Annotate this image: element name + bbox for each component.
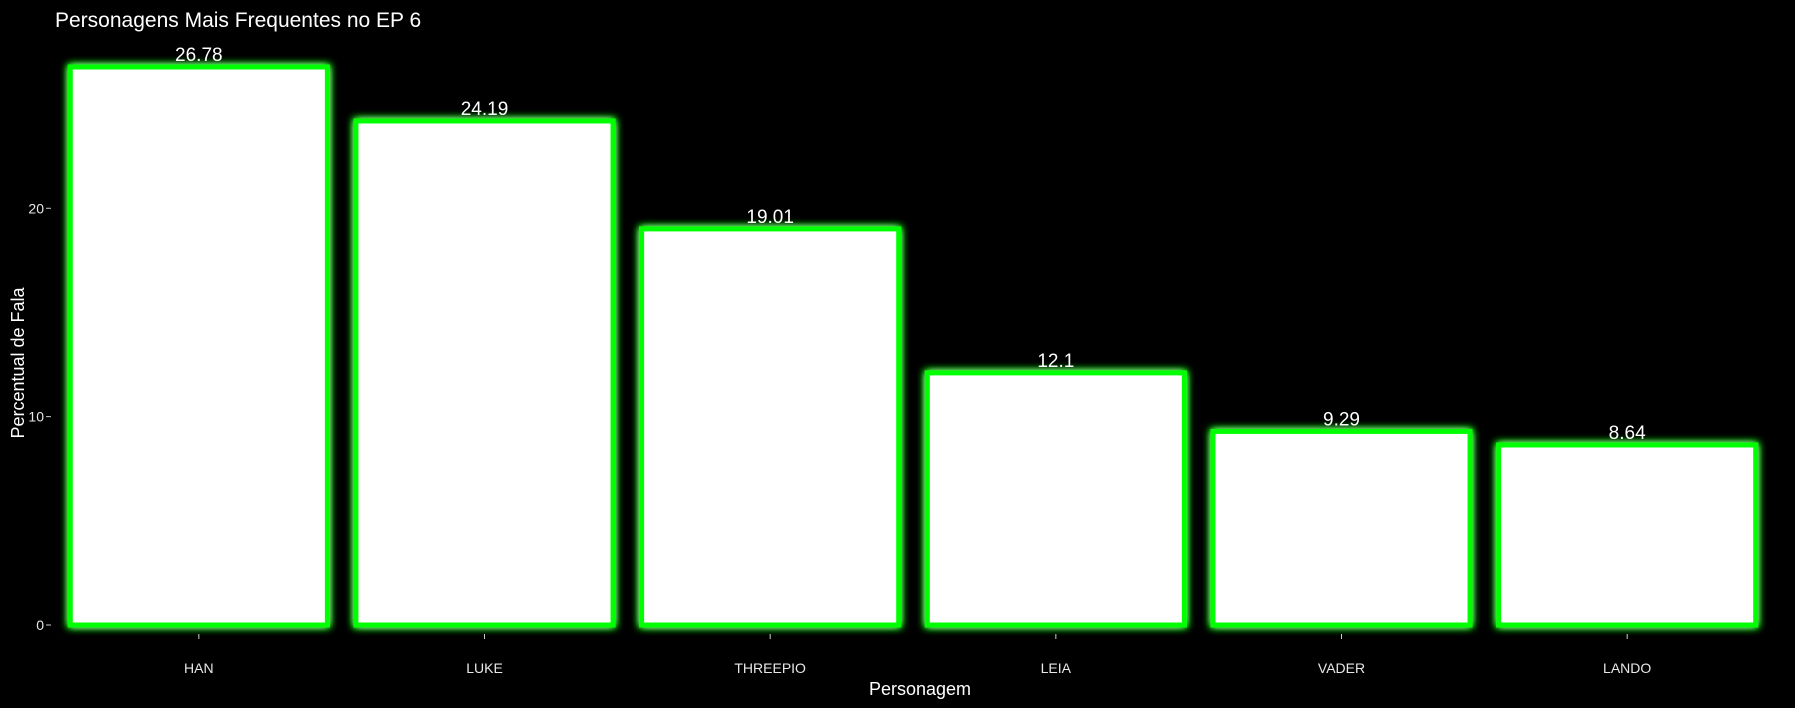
x-tick-label: LANDO: [1603, 660, 1651, 676]
y-tick-label: 0: [36, 617, 44, 633]
y-tick-label: 20: [28, 200, 44, 216]
data-label: 8.64: [1609, 423, 1646, 444]
bar-han: [67, 64, 330, 628]
data-label: 26.78: [175, 45, 223, 66]
x-axis-title: Personagem: [869, 679, 971, 699]
bar-vader: [1210, 428, 1473, 628]
bars-group: 26.78 24.19 19.01 12.1 9.29 8.64: [67, 45, 1759, 628]
chart-title: Personagens Mais Frequentes no EP 6: [55, 9, 421, 32]
x-tick-label: LUKE: [466, 660, 503, 676]
y-axis-title: Percentual de Fala: [8, 286, 28, 438]
data-label: 19.01: [746, 207, 794, 228]
x-axis: HAN LUKE THREEPIO LEIA VADER LANDO: [184, 634, 1651, 676]
bar-lando: [1496, 442, 1759, 628]
x-tick-label: VADER: [1318, 660, 1365, 676]
data-label: 9.29: [1323, 409, 1360, 430]
data-label: 24.19: [461, 99, 509, 120]
y-tick-label: 10: [28, 409, 44, 425]
x-tick-label: HAN: [184, 660, 214, 676]
bar-threepio: [639, 226, 902, 628]
bar-luke: [353, 118, 616, 628]
x-tick-label: THREEPIO: [734, 660, 806, 676]
x-tick-label: LEIA: [1041, 660, 1072, 676]
bar-leia: [924, 370, 1187, 628]
y-axis: 0 10 20: [28, 200, 51, 633]
data-label: 12.1: [1037, 351, 1074, 372]
